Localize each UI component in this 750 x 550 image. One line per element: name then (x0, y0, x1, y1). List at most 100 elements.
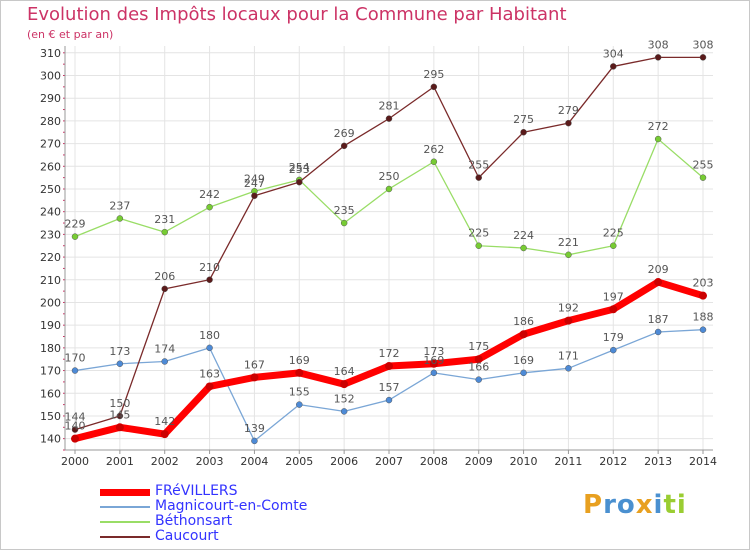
data-point (385, 185, 393, 193)
y-tick-label: 310 (40, 47, 61, 60)
data-label: 249 (244, 172, 265, 185)
data-label: 197 (603, 290, 624, 303)
data-point (699, 326, 707, 333)
data-label: 221 (558, 236, 579, 249)
data-point (296, 401, 303, 408)
data-label: 167 (244, 358, 265, 371)
data-point (699, 174, 707, 181)
data-label: 225 (603, 227, 624, 240)
data-point (430, 369, 438, 377)
x-tick-label: 2001 (106, 455, 134, 468)
data-label: 145 (109, 408, 130, 421)
data-point (115, 423, 124, 432)
legend-label: Magnicourt-en-Comte (155, 498, 308, 514)
proxiti-logo: Proxiti (583, 490, 687, 520)
data-point (609, 305, 618, 314)
y-tick-label: 150 (40, 410, 61, 423)
data-label: 224 (513, 229, 534, 242)
data-label: 140 (65, 420, 86, 433)
y-tick-label: 240 (40, 206, 61, 219)
data-label: 163 (199, 367, 220, 380)
data-label: 275 (513, 113, 534, 126)
data-label: 142 (154, 415, 175, 428)
data-label: 272 (648, 120, 669, 133)
data-point (160, 430, 169, 439)
x-tick-label: 2005 (285, 455, 313, 468)
data-label: 186 (513, 315, 534, 328)
x-tick-label: 2008 (420, 455, 448, 468)
data-label: 209 (648, 263, 669, 276)
data-label: 242 (199, 188, 220, 201)
data-label: 152 (334, 392, 355, 405)
x-tick-label: 2007 (375, 455, 403, 468)
data-label: 253 (289, 163, 310, 176)
x-tick-label: 2011 (554, 455, 582, 468)
data-point (385, 396, 393, 404)
data-label: 175 (468, 340, 489, 353)
x-tick-label: 2013 (644, 455, 672, 468)
data-point (116, 360, 124, 368)
data-point (251, 437, 258, 445)
data-label: 169 (289, 354, 310, 367)
data-point (520, 128, 527, 136)
data-point (161, 358, 168, 365)
data-point (565, 365, 572, 372)
y-tick-label: 170 (40, 365, 61, 378)
data-label: 169 (513, 354, 534, 367)
data-point (430, 83, 438, 91)
data-label: 150 (109, 397, 130, 410)
data-point (475, 242, 482, 249)
data-label: 279 (558, 104, 579, 117)
y-tick-label: 280 (40, 115, 61, 128)
data-point (654, 135, 662, 143)
x-tick-label: 2014 (689, 455, 717, 468)
data-point (385, 362, 393, 371)
data-point (205, 382, 214, 391)
data-label: 174 (154, 342, 175, 355)
data-label: 254 (289, 161, 310, 174)
legend-swatch (100, 489, 150, 496)
data-point (340, 219, 348, 227)
data-point (654, 54, 662, 61)
data-label: 169 (423, 354, 444, 367)
data-point (565, 119, 572, 127)
data-label: 304 (603, 47, 624, 60)
data-label: 231 (154, 213, 175, 226)
data-point (520, 369, 527, 377)
data-label: 144 (65, 411, 86, 424)
y-tick-label: 250 (40, 183, 61, 196)
y-tick-label: 180 (40, 342, 61, 355)
data-point (519, 330, 528, 339)
data-label: 308 (648, 38, 669, 51)
data-point (429, 359, 438, 368)
data-point (206, 203, 213, 211)
data-label: 166 (468, 361, 489, 374)
legend-label: Béthonsart (155, 513, 233, 529)
x-tick-label: 2012 (599, 455, 627, 468)
data-label: 188 (693, 311, 714, 324)
data-point (206, 344, 213, 352)
data-point (654, 328, 662, 336)
data-point (161, 285, 168, 293)
legend-swatch (100, 506, 150, 508)
data-label: 250 (379, 170, 400, 183)
y-tick-label: 200 (40, 296, 61, 309)
x-tick-label: 2003 (196, 455, 224, 468)
data-point (340, 142, 348, 150)
data-point (71, 426, 79, 433)
y-tick-label: 300 (40, 70, 61, 83)
data-label: 247 (244, 177, 265, 190)
data-point (340, 408, 348, 415)
data-label: 308 (693, 38, 714, 51)
data-point (610, 346, 617, 354)
data-label: 225 (468, 227, 489, 240)
data-label: 295 (423, 68, 444, 81)
data-label: 155 (289, 386, 310, 399)
legend-swatch (100, 536, 150, 538)
data-label: 281 (379, 100, 400, 113)
data-point (295, 368, 304, 377)
legend-label: Caucourt (155, 528, 219, 544)
chart-subtitle: (en € et par an) (27, 28, 114, 41)
data-label: 203 (693, 277, 714, 290)
